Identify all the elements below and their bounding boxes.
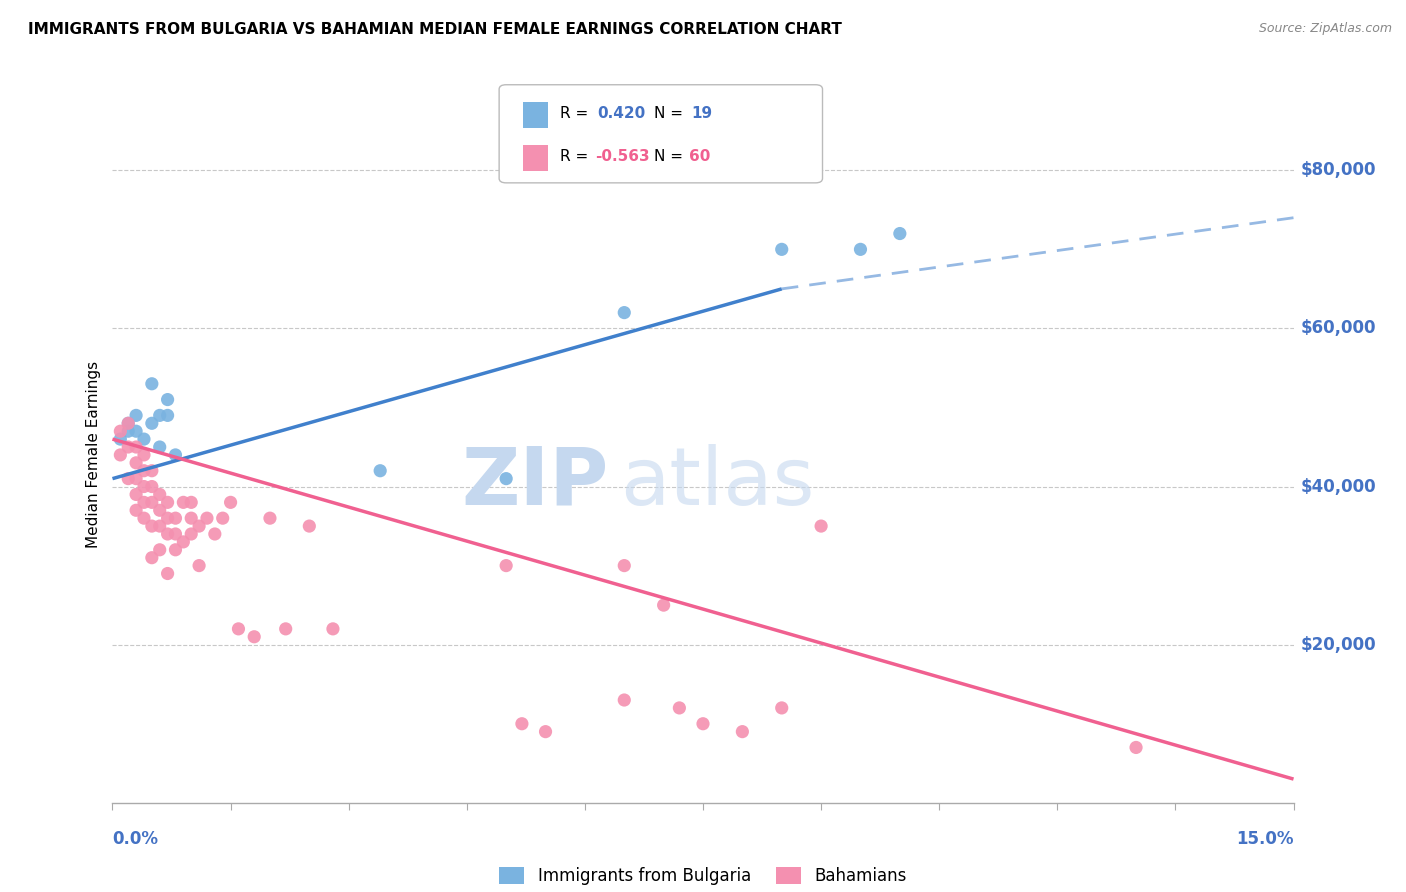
Text: Source: ZipAtlas.com: Source: ZipAtlas.com (1258, 22, 1392, 36)
Point (156, 495, 179, 509)
Point (204, 527, 226, 541)
Point (770, 243, 793, 257)
Point (322, 622, 344, 636)
Point (180, 527, 202, 541)
Point (889, 227, 911, 241)
Text: $60,000: $60,000 (1301, 319, 1376, 337)
Point (125, 487, 148, 501)
Point (132, 464, 155, 478)
Point (132, 495, 155, 509)
Point (132, 448, 155, 462)
Point (165, 527, 187, 541)
Text: $20,000: $20,000 (1301, 636, 1376, 654)
Y-axis label: Median Female Earnings: Median Female Earnings (86, 361, 101, 549)
Point (141, 464, 163, 478)
Point (849, 243, 872, 257)
Point (195, 511, 218, 525)
Point (156, 566, 179, 581)
Point (132, 479, 155, 493)
Text: -0.563: -0.563 (595, 149, 650, 163)
Point (141, 479, 163, 493)
Point (668, 701, 690, 715)
Point (125, 409, 148, 423)
Point (149, 487, 172, 501)
Point (125, 456, 148, 470)
Point (259, 511, 281, 525)
Point (117, 472, 139, 486)
Point (165, 542, 187, 557)
Text: 19: 19 (692, 106, 713, 120)
Point (149, 440, 172, 454)
Text: atlas: atlas (620, 443, 814, 522)
Point (125, 472, 148, 486)
Point (1125, 740, 1147, 755)
Point (274, 622, 297, 636)
Point (180, 511, 202, 525)
Point (117, 424, 139, 438)
Text: N =: N = (654, 106, 688, 120)
Point (165, 448, 187, 462)
Text: IMMIGRANTS FROM BULGARIA VS BAHAMIAN MEDIAN FEMALE EARNINGS CORRELATION CHART: IMMIGRANTS FROM BULGARIA VS BAHAMIAN MED… (28, 22, 842, 37)
Point (172, 495, 194, 509)
Point (368, 464, 391, 478)
Point (156, 409, 179, 423)
Point (156, 392, 179, 407)
Point (770, 701, 793, 715)
Point (219, 495, 242, 509)
Text: N =: N = (654, 149, 683, 163)
Point (125, 440, 148, 454)
Legend: Immigrants from Bulgaria, Bahamians: Immigrants from Bulgaria, Bahamians (492, 861, 914, 892)
Point (495, 472, 517, 486)
Text: 60: 60 (689, 149, 710, 163)
Text: R =: R = (560, 106, 593, 120)
Point (149, 409, 172, 423)
Point (652, 598, 675, 612)
Point (156, 527, 179, 541)
Text: 0.420: 0.420 (598, 106, 645, 120)
Text: $40,000: $40,000 (1301, 477, 1376, 496)
Point (495, 558, 517, 573)
Point (165, 511, 187, 525)
Point (188, 519, 211, 533)
Point (117, 417, 139, 431)
Point (149, 503, 172, 517)
Point (810, 519, 832, 533)
Point (132, 432, 155, 446)
Text: 15.0%: 15.0% (1236, 830, 1294, 847)
Point (613, 305, 636, 319)
Point (132, 511, 155, 525)
Point (141, 550, 163, 565)
Point (172, 535, 194, 549)
Point (110, 432, 132, 446)
Point (243, 630, 266, 644)
Text: 0.0%: 0.0% (112, 830, 159, 847)
Point (141, 417, 163, 431)
Point (613, 558, 636, 573)
Point (211, 511, 233, 525)
Point (534, 724, 557, 739)
Point (117, 440, 139, 454)
Point (141, 519, 163, 533)
Point (692, 716, 714, 731)
Point (156, 511, 179, 525)
Point (141, 376, 163, 391)
Point (149, 542, 172, 557)
Point (510, 716, 533, 731)
Point (298, 519, 321, 533)
Point (149, 519, 172, 533)
Text: R =: R = (560, 149, 588, 163)
Point (180, 495, 202, 509)
Point (125, 503, 148, 517)
Point (141, 495, 163, 509)
Point (188, 558, 211, 573)
Point (110, 448, 132, 462)
Point (110, 424, 132, 438)
Text: $80,000: $80,000 (1301, 161, 1376, 179)
Point (228, 622, 250, 636)
Point (731, 724, 754, 739)
Point (125, 424, 148, 438)
Point (613, 693, 636, 707)
Point (117, 417, 139, 431)
Text: ZIP: ZIP (461, 443, 609, 522)
